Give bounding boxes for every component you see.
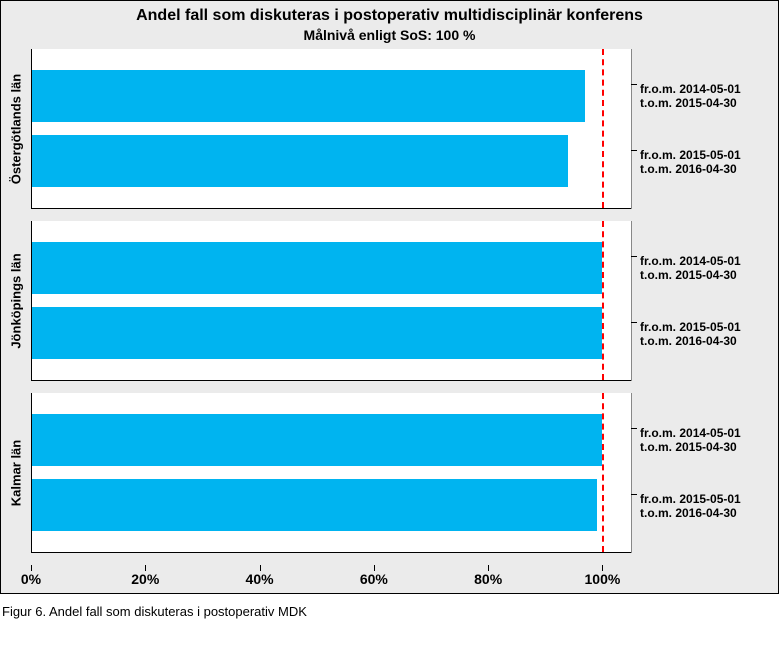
chart-panel: Kalmar län fr.o.m. 2014-05-01t.o.m. 2015-… [1, 393, 778, 553]
plot-area [31, 49, 631, 209]
y-axis-label: Kalmar län [9, 440, 24, 506]
bar [32, 307, 602, 359]
annotation-tick [631, 84, 637, 85]
annotation-line1: fr.o.m. 2014-05-01 [634, 426, 778, 440]
y-axis-label: Östergötlands län [9, 74, 24, 185]
plot-area [31, 393, 631, 553]
y-label-column: Östergötlands län [1, 49, 31, 209]
plot-area [31, 221, 631, 381]
bar-annotation: fr.o.m. 2015-05-01t.o.m. 2016-04-30 [632, 492, 778, 521]
bar [32, 242, 602, 294]
annotation-line1: fr.o.m. 2014-05-01 [634, 82, 778, 96]
bar [32, 135, 568, 187]
bar-annotation: fr.o.m. 2014-05-01t.o.m. 2015-04-30 [632, 426, 778, 455]
x-axis-tick-label: 80% [474, 571, 502, 587]
bar-annotation: fr.o.m. 2014-05-01t.o.m. 2015-04-30 [632, 254, 778, 283]
x-axis: 0% 20% 40% 60% 80% 100% [1, 565, 778, 593]
bar-slot [32, 242, 631, 294]
annotation-line2: t.o.m. 2016-04-30 [634, 334, 778, 348]
chart-frame: Andel fall som diskuteras i postoperativ… [0, 0, 779, 594]
x-axis-tick-label: 100% [585, 571, 621, 587]
bar-annotation: fr.o.m. 2015-05-01t.o.m. 2016-04-30 [632, 320, 778, 349]
bar [32, 479, 597, 531]
y-axis-label: Jönköpings län [9, 253, 24, 348]
annotation-tick [631, 494, 637, 495]
chart-panel: Östergötlands länfr.o.m. 2014-05-01t.o.m… [1, 49, 778, 209]
chart-titles: Andel fall som diskuteras i postoperativ… [1, 1, 778, 45]
annotation-line2: t.o.m. 2016-04-30 [634, 162, 778, 176]
x-axis-tick-label: 20% [131, 571, 159, 587]
x-axis-area: 0%20%40%60%80%100% [31, 565, 631, 593]
y-label-column: Kalmar län [1, 393, 31, 553]
annotation-tick [631, 322, 637, 323]
bar-annotation: fr.o.m. 2015-05-01t.o.m. 2016-04-30 [632, 148, 778, 177]
annotation-line2: t.o.m. 2015-04-30 [634, 440, 778, 454]
annotation-line2: t.o.m. 2015-04-30 [634, 96, 778, 110]
annotation-tick [631, 256, 637, 257]
bar [32, 70, 585, 122]
chart-panel: Jönköpings länfr.o.m. 2014-05-01t.o.m. 2… [1, 221, 778, 381]
annotation-line2: t.o.m. 2015-04-30 [634, 268, 778, 282]
bar-slot [32, 70, 631, 122]
annotation-line1: fr.o.m. 2014-05-01 [634, 254, 778, 268]
annotation-tick [631, 428, 637, 429]
bar-slot [32, 135, 631, 187]
x-axis-tick-label: 0% [21, 571, 41, 587]
bar-slot [32, 307, 631, 359]
x-axis-tick-label: 40% [246, 571, 274, 587]
bar [32, 414, 602, 466]
x-axis-tick-label: 60% [360, 571, 388, 587]
figure-caption: Figur 6. Andel fall som diskuteras i pos… [0, 594, 779, 623]
annotation-line2: t.o.m. 2016-04-30 [634, 506, 778, 520]
annotation-column: fr.o.m. 2014-05-01t.o.m. 2015-04-30fr.o.… [631, 221, 778, 381]
annotation-column: fr.o.m. 2014-05-01t.o.m. 2015-04-30fr.o.… [631, 393, 778, 553]
y-label-column: Jönköpings län [1, 221, 31, 381]
chart-subtitle: Målnivå enligt SoS: 100 % [1, 27, 778, 43]
bar-slot [32, 414, 631, 466]
annotation-line1: fr.o.m. 2015-05-01 [634, 492, 778, 506]
annotation-tick [631, 150, 637, 151]
chart-title: Andel fall som diskuteras i postoperativ… [1, 7, 778, 25]
annotation-line1: fr.o.m. 2015-05-01 [634, 148, 778, 162]
bar-slot [32, 479, 631, 531]
bar-annotation: fr.o.m. 2014-05-01t.o.m. 2015-04-30 [632, 82, 778, 111]
annotation-line1: fr.o.m. 2015-05-01 [634, 320, 778, 334]
annotation-column: fr.o.m. 2014-05-01t.o.m. 2015-04-30fr.o.… [631, 49, 778, 209]
chart-panels: Östergötlands länfr.o.m. 2014-05-01t.o.m… [1, 45, 778, 553]
